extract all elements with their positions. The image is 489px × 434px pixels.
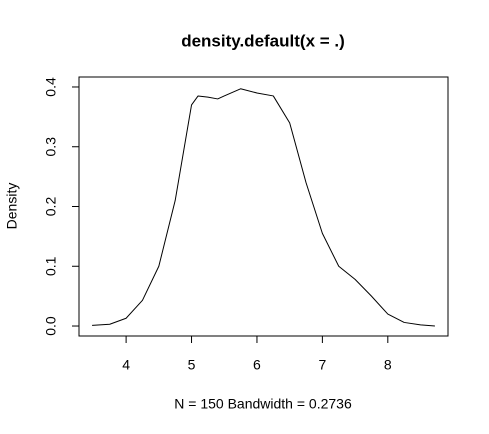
chart-title: density.default(x = .) bbox=[181, 31, 345, 50]
y-tick-label: 0.2 bbox=[43, 197, 59, 217]
plot-box bbox=[78, 76, 449, 337]
y-tick-label: 0.3 bbox=[43, 137, 59, 157]
x-tick-label: 6 bbox=[253, 357, 261, 373]
y-tick-label: 0.1 bbox=[43, 256, 59, 276]
x-axis-label: N = 150 Bandwidth = 0.2736 bbox=[174, 396, 352, 412]
y-axis-label: Density bbox=[4, 183, 20, 230]
x-tick-label: 8 bbox=[384, 357, 392, 373]
x-tick-label: 4 bbox=[122, 357, 130, 373]
y-tick-label: 0.4 bbox=[43, 77, 59, 97]
y-tick-label: 0.0 bbox=[43, 316, 59, 336]
x-tick-label: 7 bbox=[318, 357, 326, 373]
x-tick-label: 5 bbox=[188, 357, 196, 373]
density-line bbox=[92, 88, 435, 327]
